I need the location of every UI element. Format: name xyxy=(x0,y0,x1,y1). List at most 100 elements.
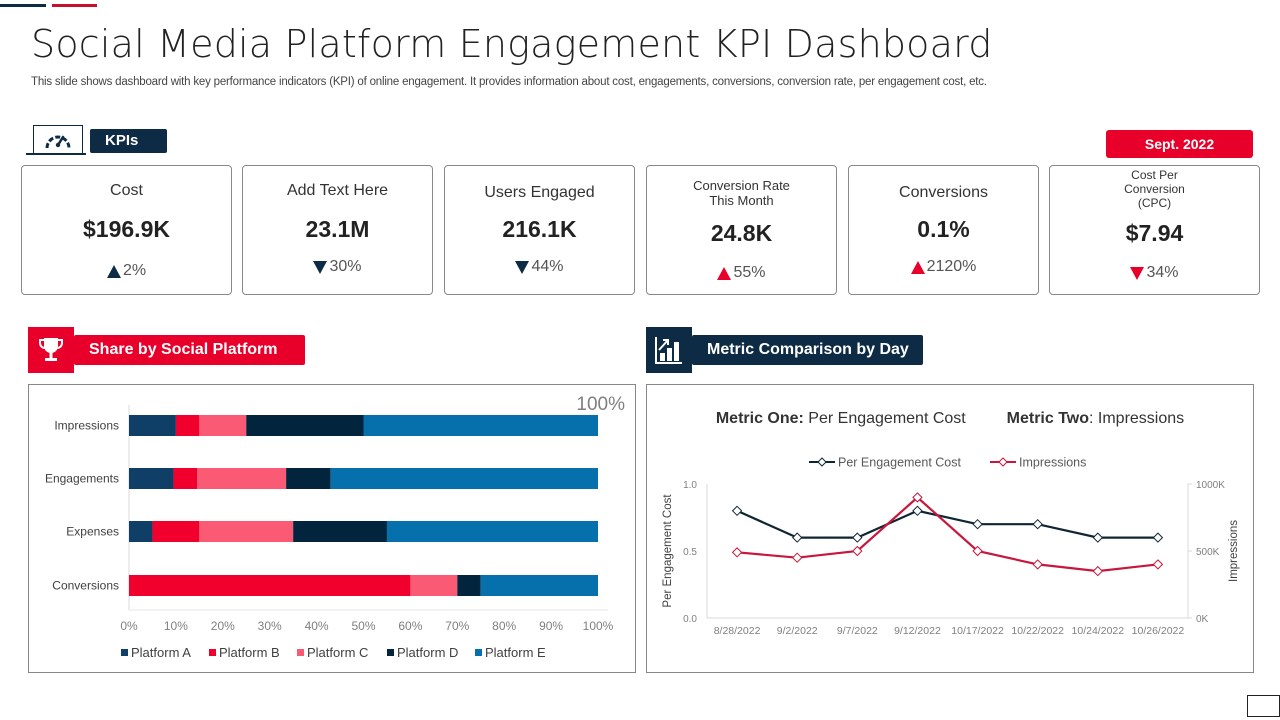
data-point-marker xyxy=(1032,518,1043,530)
legend-item: Platform B xyxy=(209,645,280,660)
legend-swatch xyxy=(297,649,304,656)
legend-label: Platform C xyxy=(307,645,368,660)
kpi-delta: 34% xyxy=(1146,264,1179,281)
x-tick-label: 9/12/2022 xyxy=(894,625,941,637)
data-point-marker xyxy=(912,505,923,517)
data-point-marker xyxy=(791,552,803,563)
metric-one-label: Metric One: xyxy=(715,410,804,427)
kpi-card: Add Text Here 23.1M 30% xyxy=(242,165,433,295)
y2-tick-label: 500K xyxy=(1196,547,1220,558)
bar-segment-platform-b xyxy=(173,468,198,489)
data-point-marker xyxy=(731,547,743,558)
data-point-marker xyxy=(852,532,863,543)
x-tick-label: 100% xyxy=(583,619,614,633)
x-tick-label: 70% xyxy=(445,619,469,633)
x-tick-label: 10% xyxy=(164,619,188,633)
legend-swatch xyxy=(475,649,482,656)
kpi-card: Cost Per Conversion (CPC) $7.94 34% xyxy=(1049,165,1260,295)
kpi-header-underline xyxy=(26,153,86,155)
legend-item: Platform A xyxy=(121,645,191,660)
y-tick-label: 1.0 xyxy=(683,480,697,491)
bar-segment-platform-e xyxy=(330,468,598,489)
speedometer-icon xyxy=(33,125,83,153)
kpi-name: Cost xyxy=(110,182,143,199)
kpi-value: $196.9K xyxy=(83,216,170,242)
legend-label: Platform D xyxy=(397,645,458,660)
kpi-card: Conversion Rate This Month 24.8K 55% xyxy=(646,165,837,295)
metric-section-label: Metric Comparison by Day xyxy=(692,335,923,365)
kpi-value: 23.1M xyxy=(305,216,370,242)
legend-item: Platform D xyxy=(387,645,458,660)
triangle-up-icon xyxy=(717,266,732,280)
share-chart-panel: Impressions Engagements Expenses Conversion… xyxy=(28,384,636,673)
metric-one-value: Per Engagement Cost xyxy=(803,410,966,427)
y-tick-label: 0.0 xyxy=(683,614,697,625)
triangle-down-icon xyxy=(313,260,328,274)
triangle-up-icon xyxy=(910,260,925,274)
data-point-marker xyxy=(852,545,863,557)
kpi-name: Users Engaged xyxy=(484,184,595,201)
kpi-value: 0.1% xyxy=(917,216,970,242)
bar-segment-platform-e xyxy=(386,521,598,542)
kpi-section-label: KPIs xyxy=(90,129,167,153)
x-tick-label: 10/24/2022 xyxy=(1072,625,1125,637)
x-tick-label: 60% xyxy=(398,619,422,633)
data-point-marker xyxy=(1092,565,1104,577)
bar-segment-platform-a xyxy=(129,415,176,436)
legend-label: Platform A xyxy=(131,645,191,660)
bar-segment-platform-a xyxy=(129,468,174,489)
legend-item: Per Engagement Cost xyxy=(809,456,962,470)
category-label: Engagements xyxy=(45,472,119,486)
y2-axis-title: Impressions xyxy=(1228,520,1240,582)
kpi-delta: 2120% xyxy=(926,258,977,275)
kpi-card: Cost $196.9K 2% xyxy=(21,165,232,295)
legend-label: Impressions xyxy=(1019,456,1086,470)
kpi-delta: 2% xyxy=(122,262,147,279)
data-point-marker xyxy=(731,505,743,517)
decor-bar-navy xyxy=(0,4,46,7)
page-subtitle: This slide shows dashboard with key perf… xyxy=(31,76,987,88)
legend-item: Platform C xyxy=(297,645,368,660)
category-label: Impressions xyxy=(54,419,119,433)
x-tick-label: 10/17/2022 xyxy=(951,625,1004,637)
x-tick-label: 50% xyxy=(351,619,375,633)
x-tick-label: 9/2/2022 xyxy=(777,625,818,637)
x-tick-label: 8/28/2022 xyxy=(714,625,761,637)
x-tick-label: 30% xyxy=(258,619,282,633)
legend-swatch xyxy=(387,649,394,656)
x-tick-label: 10/26/2022 xyxy=(1132,625,1185,637)
metric-chart-panel: Metric One: Per Engagement Cost Metric T… xyxy=(646,384,1254,673)
kpi-name: Conversions xyxy=(899,184,988,201)
share-section-label: Share by Social Platform xyxy=(74,335,305,365)
metric-caption: Metric One: Per Engagement Cost Metric T… xyxy=(647,410,1253,428)
bar-segment-platform-b xyxy=(175,415,200,436)
kpi-card: Users Engaged 216.1K 44% xyxy=(444,165,635,295)
y-tick-label: 0.5 xyxy=(683,547,697,558)
annotation-100: 100% xyxy=(576,394,625,415)
bar-segment-platform-e xyxy=(480,575,598,596)
kpi-delta: 55% xyxy=(733,264,766,281)
legend-item: Platform E xyxy=(475,645,546,660)
category-label: Conversions xyxy=(52,579,119,593)
decor-bar-red xyxy=(52,4,97,7)
y2-tick-label: 1000K xyxy=(1196,480,1225,491)
bar-segment-platform-d xyxy=(286,468,331,489)
kpi-value: $7.94 xyxy=(1125,220,1184,246)
y2-tick-label: 0K xyxy=(1196,614,1209,625)
bar-segment-platform-c xyxy=(199,521,294,542)
kpi-name: Add Text Here xyxy=(286,182,389,199)
x-tick-label: 40% xyxy=(305,619,329,633)
kpi-delta: 44% xyxy=(531,258,564,275)
legend-item: Impressions xyxy=(990,456,1086,470)
data-point-marker xyxy=(1152,559,1164,570)
legend-marker xyxy=(817,457,827,467)
date-badge[interactable]: Sept. 2022 xyxy=(1106,130,1253,158)
bar-segment-platform-b xyxy=(152,521,200,542)
legend-label: Per Engagement Cost xyxy=(838,456,962,470)
bar-segment-platform-c xyxy=(199,415,247,436)
x-tick-label: 9/7/2022 xyxy=(837,625,878,637)
slide-nav-box[interactable] xyxy=(1247,695,1280,717)
triangle-down-icon xyxy=(1130,266,1145,280)
bar-segment-platform-c xyxy=(197,468,287,489)
legend-label: Platform E xyxy=(485,645,546,660)
